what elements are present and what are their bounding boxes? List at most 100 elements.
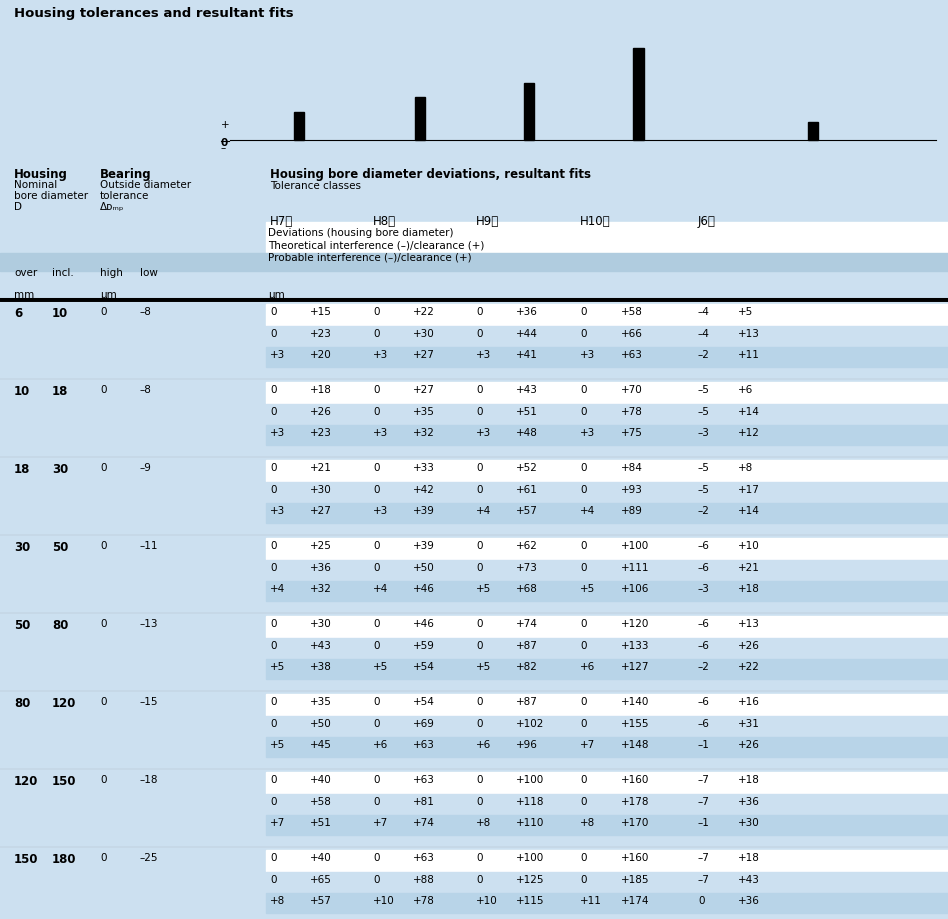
Text: 0: 0 — [100, 697, 106, 707]
Text: 0: 0 — [373, 697, 379, 707]
Text: –3: –3 — [698, 584, 710, 594]
Text: 0: 0 — [476, 797, 483, 807]
Bar — [633, 48, 644, 140]
Bar — [266, 850, 948, 871]
Text: J6Ⓔ: J6Ⓔ — [698, 215, 716, 228]
Text: 0: 0 — [270, 385, 277, 395]
Text: incl.: incl. — [52, 268, 74, 278]
Text: –2: –2 — [698, 350, 710, 360]
Bar — [266, 638, 948, 658]
Text: –2: –2 — [698, 506, 710, 516]
Text: +68: +68 — [516, 584, 538, 594]
Text: 0: 0 — [580, 307, 587, 317]
Text: +155: +155 — [621, 719, 649, 729]
Text: –5: –5 — [698, 463, 710, 473]
Text: +185: +185 — [621, 875, 649, 885]
Text: 150: 150 — [14, 853, 39, 866]
Text: bore diameter: bore diameter — [14, 191, 88, 201]
Text: +7: +7 — [373, 818, 389, 828]
Text: 0: 0 — [580, 541, 587, 551]
Text: μm: μm — [100, 290, 117, 300]
Text: +170: +170 — [621, 818, 649, 828]
Bar — [266, 581, 948, 601]
Text: +23: +23 — [310, 329, 332, 339]
Text: +14: +14 — [738, 407, 760, 417]
Text: +39: +39 — [413, 506, 435, 516]
Text: 0: 0 — [476, 853, 483, 863]
Bar — [266, 794, 948, 814]
Text: +46: +46 — [413, 584, 435, 594]
Text: +10: +10 — [476, 896, 498, 906]
Text: +52: +52 — [516, 463, 538, 473]
Text: 0: 0 — [476, 697, 483, 707]
Text: +3: +3 — [476, 428, 491, 438]
Text: 0: 0 — [580, 875, 587, 885]
Bar — [266, 716, 948, 736]
Text: +4: +4 — [580, 506, 595, 516]
Text: +21: +21 — [310, 463, 332, 473]
Text: D: D — [14, 202, 22, 212]
Text: 0: 0 — [100, 307, 106, 317]
Text: +43: +43 — [738, 875, 760, 885]
Text: +25: +25 — [310, 541, 332, 551]
Text: +3: +3 — [373, 506, 389, 516]
Text: +43: +43 — [310, 641, 332, 651]
Text: 0: 0 — [476, 875, 483, 885]
Text: +69: +69 — [413, 719, 435, 729]
Text: 0: 0 — [373, 853, 379, 863]
Text: –7: –7 — [698, 853, 710, 863]
Bar — [266, 737, 948, 757]
Text: +8: +8 — [476, 818, 491, 828]
Text: 0: 0 — [476, 385, 483, 395]
Text: 18: 18 — [52, 385, 68, 398]
Text: +87: +87 — [516, 697, 538, 707]
Text: 80: 80 — [14, 697, 30, 710]
Text: 0: 0 — [476, 719, 483, 729]
Text: –5: –5 — [698, 407, 710, 417]
Text: 0: 0 — [476, 463, 483, 473]
Bar — [808, 122, 818, 140]
Text: +48: +48 — [516, 428, 538, 438]
Text: +100: +100 — [516, 775, 544, 785]
Text: H8Ⓔ: H8Ⓔ — [373, 215, 396, 228]
Bar — [266, 347, 948, 367]
Text: +110: +110 — [516, 818, 544, 828]
Text: 0: 0 — [373, 875, 379, 885]
Text: 0: 0 — [270, 697, 277, 707]
Text: 0: 0 — [270, 541, 277, 551]
Text: 0: 0 — [100, 619, 106, 629]
Text: +8: +8 — [270, 896, 285, 906]
Text: –: – — [221, 143, 227, 153]
Text: +38: +38 — [310, 662, 332, 672]
Text: 0: 0 — [100, 853, 106, 863]
Text: +74: +74 — [516, 619, 538, 629]
Text: +14: +14 — [738, 506, 760, 516]
Bar — [266, 772, 948, 793]
Text: Theoretical interference (–)/clearance (+): Theoretical interference (–)/clearance (… — [268, 240, 484, 250]
Text: 0: 0 — [373, 385, 379, 395]
Text: +3: +3 — [270, 350, 285, 360]
Text: +8: +8 — [738, 463, 754, 473]
Text: +3: +3 — [580, 428, 595, 438]
Text: +5: +5 — [373, 662, 389, 672]
Text: –4: –4 — [698, 307, 710, 317]
Text: +6: +6 — [476, 740, 491, 750]
Text: +36: +36 — [738, 896, 760, 906]
Text: +21: +21 — [738, 563, 760, 573]
Text: +13: +13 — [738, 329, 760, 339]
Text: +6: +6 — [738, 385, 754, 395]
Text: +3: +3 — [580, 350, 595, 360]
Text: 0: 0 — [476, 541, 483, 551]
Text: 0: 0 — [270, 775, 277, 785]
Text: +22: +22 — [738, 662, 760, 672]
Text: 0: 0 — [221, 138, 228, 148]
Text: +42: +42 — [413, 485, 435, 495]
Text: +74: +74 — [413, 818, 435, 828]
Text: 0: 0 — [580, 563, 587, 573]
Text: 0: 0 — [476, 563, 483, 573]
Text: 0: 0 — [580, 719, 587, 729]
Text: 0: 0 — [270, 719, 277, 729]
Text: +11: +11 — [580, 896, 602, 906]
Text: +26: +26 — [738, 641, 760, 651]
Text: +65: +65 — [310, 875, 332, 885]
